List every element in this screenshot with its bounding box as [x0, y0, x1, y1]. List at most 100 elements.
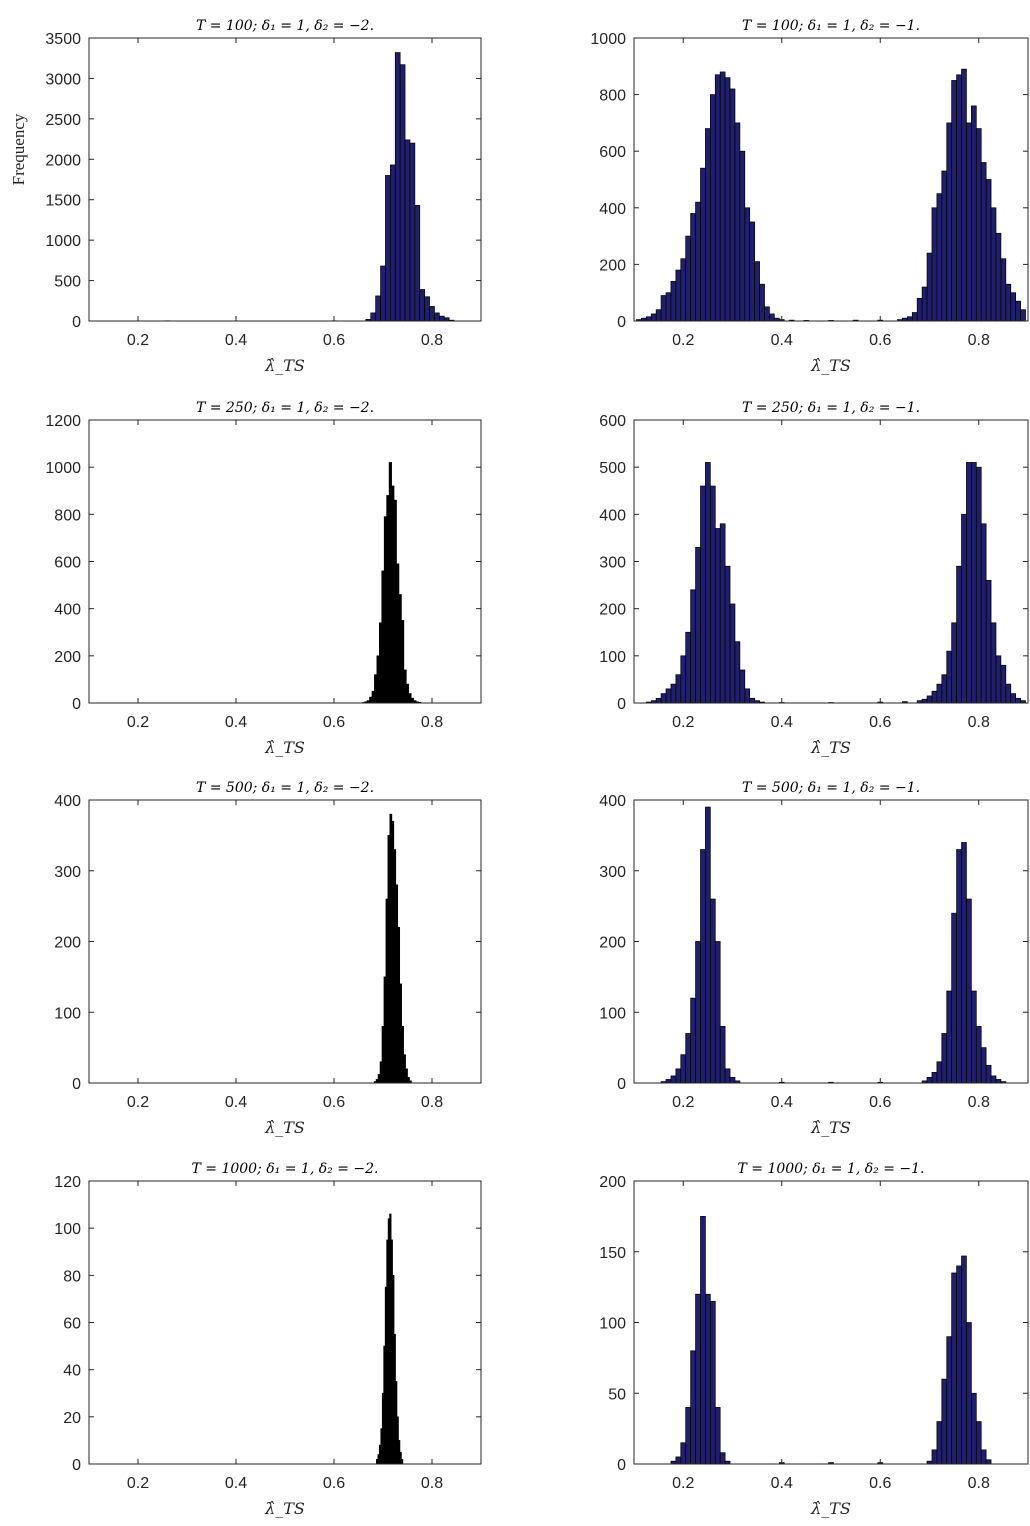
- bar-1-41: [926, 252, 933, 322]
- bar-7-3: [685, 1407, 691, 1465]
- bar-2-19: [408, 693, 412, 704]
- bar-5-10: [709, 898, 716, 1084]
- xtick-label-7-0: 0.2: [672, 1475, 694, 1492]
- bar-3-6: [675, 674, 682, 704]
- ytick-label-0-4: 2000: [45, 152, 81, 169]
- bar-1-40: [921, 286, 928, 322]
- bar-5-26: [956, 849, 962, 1084]
- bar-3-33: [941, 674, 948, 704]
- bar-2-16: [401, 620, 405, 704]
- ytick-label-3-0: 0: [617, 696, 626, 713]
- ytick-label-1-5: 1000: [590, 31, 626, 48]
- chart-title-7: T = 1000; δ₁ = 1, δ₂ = −1.: [737, 1161, 924, 1177]
- ytick-label-0-6: 3000: [45, 71, 81, 88]
- bar-7-18: [941, 1378, 948, 1465]
- ytick-label-2-6: 1200: [45, 413, 81, 430]
- bar-3-13: [709, 485, 716, 704]
- bar-7-9: [714, 1407, 721, 1465]
- bar-2-13: [393, 499, 397, 704]
- bar-0-15: [419, 289, 426, 322]
- bar-1-16: [714, 74, 721, 322]
- chart-title-2: T = 250; δ₁ = 1, δ₂ = −2.: [196, 400, 374, 416]
- bar-3-41: [980, 523, 987, 704]
- ytick-label-2-3: 600: [54, 555, 81, 572]
- x-axis-label-0: λ̂_TS: [264, 356, 305, 375]
- bar-1-7: [670, 281, 677, 322]
- bar-1-59: [1015, 300, 1021, 322]
- bar-5-31: [980, 1047, 987, 1084]
- bar-2-12: [391, 485, 395, 704]
- bar-1-45: [946, 122, 953, 322]
- bar-7-8: [709, 1300, 716, 1465]
- bar-3-19: [739, 669, 746, 704]
- bar-3-11: [700, 485, 706, 704]
- ytick-label-7-1: 50: [608, 1386, 626, 1403]
- bar-5-9: [705, 806, 711, 1084]
- ytick-label-4-4: 400: [54, 793, 81, 810]
- bar-3-45: [1000, 664, 1007, 704]
- bar-5-34: [995, 1079, 1002, 1084]
- xtick-label-6-2: 0.6: [323, 1475, 345, 1492]
- bar-5-32: [985, 1064, 992, 1084]
- bar-3-44: [995, 655, 1002, 704]
- bar-3-37: [961, 513, 967, 704]
- chart-title-0: T = 100; δ₁ = 1, δ₂ = −2.: [196, 18, 374, 34]
- ytick-label-2-4: 800: [54, 507, 81, 524]
- xtick-label-0-0: 0.2: [127, 332, 149, 349]
- bar-7-16: [931, 1449, 938, 1465]
- xtick-label-1-0: 0.2: [672, 332, 694, 349]
- bar-7-19: [946, 1336, 953, 1465]
- chart-title-5: T = 500; δ₁ = 1, δ₂ = −1.: [742, 780, 920, 796]
- bar-5-33: [990, 1075, 997, 1084]
- bar-0-19: [439, 315, 445, 322]
- bar-3-18: [734, 641, 741, 704]
- xtick-label-5-2: 0.6: [869, 1094, 891, 1111]
- bar-3-29: [921, 698, 928, 704]
- bar-3-38: [966, 462, 972, 704]
- bar-0-5: [370, 312, 377, 322]
- bar-6-17: [401, 1458, 404, 1465]
- x-axis-label-5: λ̂_TS: [810, 1118, 851, 1137]
- bar-2-10: [386, 495, 390, 704]
- bar-1-53: [985, 179, 992, 322]
- bar-1-55: [995, 232, 1002, 322]
- bar-5-20: [926, 1076, 933, 1084]
- bar-3-20: [744, 688, 751, 704]
- bar-3-32: [936, 683, 943, 704]
- bar-2-6: [376, 655, 380, 704]
- bar-5-8: [700, 849, 706, 1084]
- bar-7-27: [985, 1459, 992, 1465]
- bar-2-5: [374, 674, 378, 704]
- bar-1-57: [1005, 283, 1012, 322]
- ytick-label-2-5: 1000: [45, 460, 81, 477]
- bar-1-25: [759, 283, 765, 322]
- bar-2-7: [378, 622, 383, 704]
- bar-3-42: [985, 580, 992, 704]
- bar-0-7: [380, 265, 386, 322]
- bar-7-21: [956, 1265, 962, 1465]
- bar-5-27: [961, 842, 967, 1084]
- ytick-label-4-0: 0: [72, 1076, 81, 1093]
- bar-3-21: [749, 697, 756, 704]
- y-axis-label-0: Frequency: [9, 113, 28, 185]
- ytick-label-3-1: 100: [599, 649, 626, 666]
- ytick-label-4-2: 200: [54, 935, 81, 952]
- bar-2-20: [410, 697, 414, 704]
- bar-3-4: [665, 688, 672, 704]
- bar-1-46: [951, 80, 957, 322]
- x-axis-label-1: λ̂_TS: [810, 356, 851, 375]
- ytick-label-5-4: 400: [599, 793, 626, 810]
- bar-0-18: [434, 312, 440, 322]
- ytick-label-7-3: 150: [599, 1245, 626, 1262]
- xtick-label-7-2: 0.6: [869, 1475, 891, 1492]
- ytick-label-4-1: 100: [54, 1005, 81, 1022]
- chart-title-3: T = 250; δ₁ = 1, δ₂ = −1.: [742, 400, 920, 416]
- bar-1-19: [729, 88, 736, 322]
- xtick-label-0-1: 0.4: [225, 332, 247, 349]
- ytick-label-3-5: 500: [599, 460, 626, 477]
- bar-3-10: [695, 546, 701, 704]
- bar-1-24: [754, 261, 760, 322]
- ytick-label-7-2: 100: [599, 1316, 626, 1333]
- ytick-label-0-3: 1500: [45, 193, 81, 210]
